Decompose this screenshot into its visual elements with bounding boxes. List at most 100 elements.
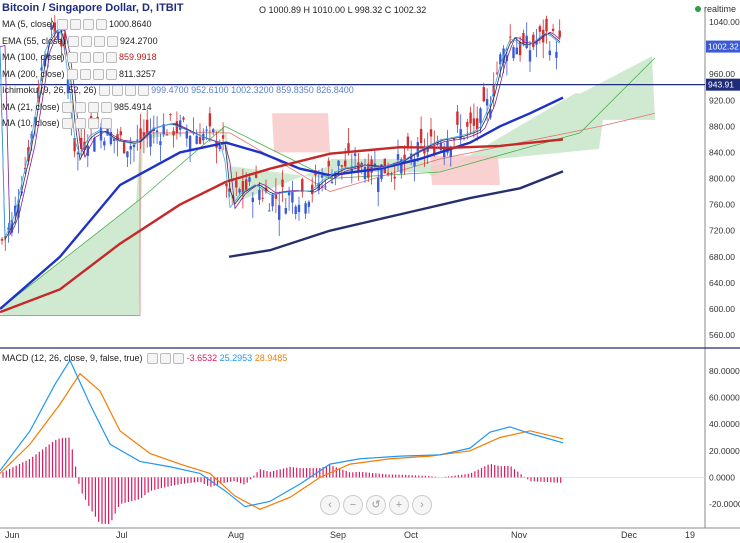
- close-icon[interactable]: [105, 52, 117, 64]
- candle-body: [198, 137, 202, 144]
- settings-icon[interactable]: [61, 101, 73, 113]
- candle-body: [287, 191, 291, 196]
- settings-icon[interactable]: [56, 19, 68, 31]
- close-icon[interactable]: [137, 85, 149, 97]
- indicator-value: 985.4914: [111, 101, 152, 112]
- candle-body: [551, 28, 555, 31]
- ichimoku-cloud-red: [272, 113, 330, 153]
- last-price-label: 1002.32: [708, 42, 739, 52]
- add-icon[interactable]: [82, 19, 94, 31]
- span-b-line: [0, 112, 656, 316]
- settings-icon[interactable]: [147, 353, 159, 365]
- candle-body: [512, 47, 515, 59]
- candle-body: [518, 42, 522, 56]
- candle-body: [254, 174, 258, 178]
- candle-body: [479, 108, 482, 123]
- candle-body: [495, 72, 499, 74]
- candle-body: [76, 152, 80, 155]
- candle-body: [538, 26, 542, 32]
- candle-body: [482, 87, 485, 102]
- ichimoku-cloud: [0, 56, 655, 316]
- settings-icon[interactable]: [66, 52, 78, 64]
- candle-body: [142, 132, 146, 139]
- indicator-row: Ichimoku (9, 26, 52, 26) 999.4700 952.61…: [2, 85, 354, 97]
- candle-body: [195, 135, 198, 144]
- candle-body: [149, 134, 152, 147]
- candle-body: [7, 227, 10, 230]
- settings-icon[interactable]: [61, 118, 73, 130]
- candle-body: [169, 114, 172, 116]
- scroll-right-button[interactable]: ›: [412, 495, 432, 515]
- indicator-row: MA (21, close) 985.4914: [2, 102, 152, 113]
- zoom-in-button[interactable]: +: [389, 495, 409, 515]
- macd-signal-line: [0, 372, 564, 510]
- candle-body: [43, 58, 47, 67]
- candle-body: [380, 164, 383, 179]
- candle-body: [238, 189, 241, 193]
- close-icon[interactable]: [105, 68, 117, 80]
- candle-body: [182, 117, 185, 120]
- close-icon[interactable]: [95, 19, 107, 31]
- candle-body: [419, 128, 423, 144]
- candle-body: [396, 154, 400, 160]
- candle-body: [50, 24, 53, 30]
- candle-body: [122, 142, 126, 154]
- chart-title: Bitcoin / Singapore Dollar, D, ITBIT: [2, 2, 184, 14]
- candle-body: [258, 189, 261, 200]
- indicator-label: EMA (55, close): [2, 35, 66, 46]
- time-tick-label: Jul: [116, 530, 128, 540]
- close-icon[interactable]: [100, 118, 112, 130]
- candle-body: [218, 144, 221, 150]
- time-tick-label: Nov: [511, 530, 528, 540]
- candle-body: [17, 204, 20, 218]
- macd-tick-label: 60.0000: [709, 393, 740, 403]
- ichimoku-conversion-line: [0, 28, 561, 238]
- gear-icon[interactable]: [111, 85, 123, 97]
- candle-body: [390, 173, 393, 175]
- candle-body: [535, 42, 538, 45]
- gear-icon[interactable]: [80, 35, 92, 47]
- price-tick-label: 720.00: [709, 226, 735, 236]
- candle-body: [268, 210, 271, 212]
- candle-body: [320, 175, 324, 178]
- close-icon[interactable]: [106, 35, 118, 47]
- add-icon[interactable]: [92, 68, 104, 80]
- reset-button[interactable]: ↺: [366, 495, 386, 515]
- price-tick-label: 880.00: [709, 121, 735, 131]
- gear-icon[interactable]: [79, 68, 91, 80]
- price-tick-label: 560.00: [709, 330, 735, 340]
- gear-icon[interactable]: [74, 101, 86, 113]
- add-icon[interactable]: [87, 118, 99, 130]
- candle-body: [456, 111, 459, 125]
- gear-icon[interactable]: [69, 19, 81, 31]
- candle-body: [509, 36, 512, 38]
- candle-body: [337, 160, 340, 166]
- candle-body: [284, 208, 287, 214]
- candle-body: [126, 151, 129, 158]
- time-tick-label: 19: [685, 530, 695, 540]
- add-icon[interactable]: [87, 101, 99, 113]
- price-tick-label: 640.00: [709, 278, 735, 288]
- close-icon[interactable]: [173, 353, 185, 365]
- candle-body: [393, 176, 396, 179]
- gear-icon[interactable]: [74, 118, 86, 130]
- settings-icon[interactable]: [98, 85, 110, 97]
- gear-icon[interactable]: [160, 353, 172, 365]
- candle-body: [301, 179, 304, 193]
- scroll-left-button[interactable]: ‹: [320, 495, 340, 515]
- settings-icon[interactable]: [66, 68, 78, 80]
- gear-icon[interactable]: [79, 52, 91, 64]
- add-icon[interactable]: [92, 52, 104, 64]
- candle-body: [449, 147, 452, 157]
- settings-icon[interactable]: [67, 35, 79, 47]
- candle-body: [476, 118, 479, 130]
- candle-body: [439, 142, 443, 151]
- candle-body: [245, 179, 248, 191]
- candle-body: [109, 131, 113, 145]
- add-icon[interactable]: [124, 85, 136, 97]
- zoom-out-button[interactable]: −: [343, 495, 363, 515]
- add-icon[interactable]: [93, 35, 105, 47]
- candle-body: [241, 181, 245, 194]
- close-icon[interactable]: [100, 101, 112, 113]
